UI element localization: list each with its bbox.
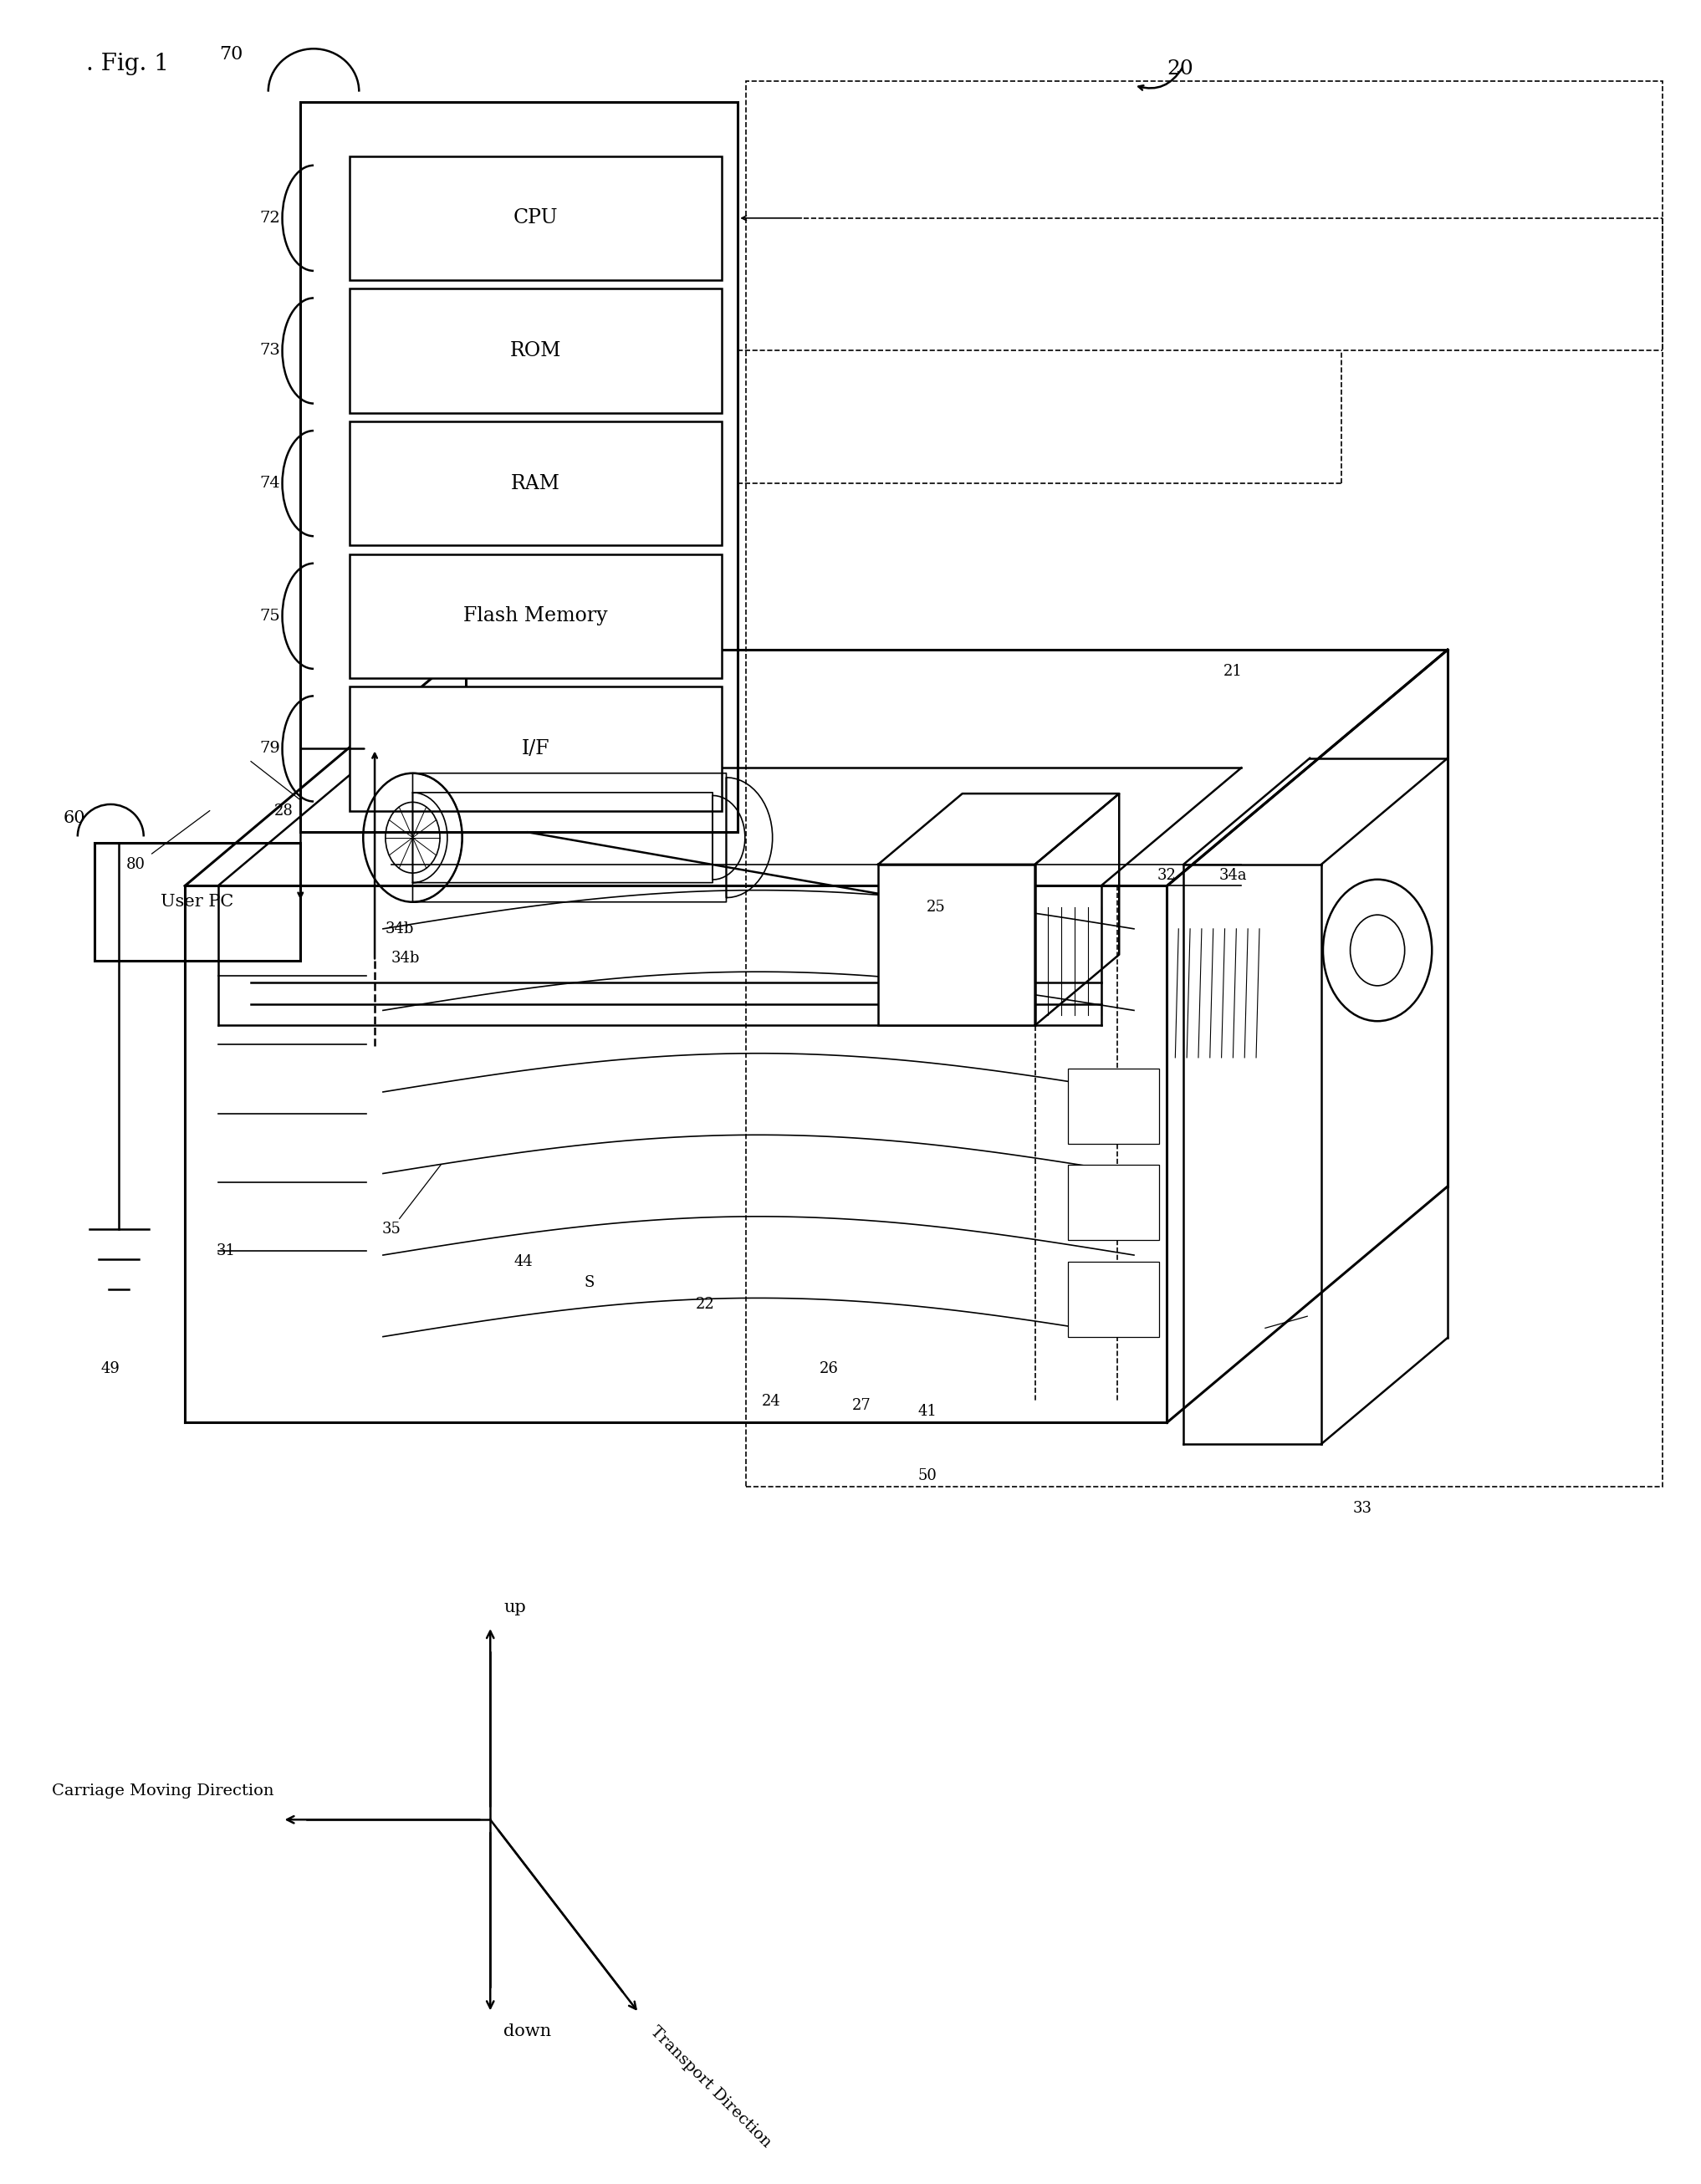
Bar — [1068, 1164, 1158, 1241]
Text: 32: 32 — [1157, 867, 1177, 882]
Text: 34b: 34b — [384, 922, 413, 937]
Text: S: S — [583, 1275, 594, 1291]
Text: 33: 33 — [1352, 1500, 1373, 1516]
Text: 73: 73 — [260, 343, 281, 358]
Text: 20: 20 — [1167, 59, 1194, 79]
Text: 41: 41 — [919, 1404, 937, 1420]
Text: 70: 70 — [219, 46, 243, 63]
Bar — [878, 865, 1034, 1026]
Text: 27: 27 — [852, 1398, 871, 1413]
Text: 79: 79 — [260, 740, 281, 756]
Text: 26: 26 — [820, 1361, 839, 1376]
Bar — [350, 288, 721, 413]
Text: 49: 49 — [100, 1361, 121, 1376]
Bar — [301, 103, 738, 832]
Bar — [350, 686, 721, 810]
Text: 50: 50 — [919, 1468, 937, 1483]
Text: 34b: 34b — [391, 950, 420, 965]
Text: ROM: ROM — [510, 341, 561, 360]
Text: 60: 60 — [63, 810, 85, 826]
Text: 24: 24 — [762, 1393, 781, 1409]
Text: 21: 21 — [1223, 664, 1243, 679]
Text: 31: 31 — [216, 1243, 236, 1258]
Text: 25: 25 — [927, 900, 946, 915]
Bar — [94, 843, 301, 961]
Text: 80: 80 — [126, 856, 145, 871]
Text: User PC: User PC — [162, 893, 233, 911]
Bar — [747, 81, 1662, 1487]
Text: CPU: CPU — [514, 207, 558, 227]
Text: 75: 75 — [260, 609, 281, 625]
Text: 35: 35 — [381, 1221, 401, 1236]
Text: Flash Memory: Flash Memory — [463, 607, 607, 625]
Text: 44: 44 — [514, 1254, 532, 1269]
Text: Carriage Moving Direction: Carriage Moving Direction — [53, 1782, 274, 1797]
Bar — [350, 155, 721, 280]
Text: 34a: 34a — [1220, 867, 1247, 882]
Bar — [350, 555, 721, 677]
Text: Transport Direction: Transport Direction — [646, 2025, 774, 2151]
Text: RAM: RAM — [510, 474, 560, 494]
Bar — [1068, 1068, 1158, 1144]
Text: . Fig. 1: . Fig. 1 — [85, 52, 168, 76]
Text: down: down — [503, 2025, 551, 2040]
Bar — [1068, 1262, 1158, 1337]
Text: up: up — [503, 1601, 526, 1616]
Bar — [350, 422, 721, 546]
Text: 74: 74 — [260, 476, 281, 491]
Text: 28: 28 — [274, 804, 294, 819]
Text: I/F: I/F — [522, 738, 549, 758]
Text: 22: 22 — [696, 1297, 714, 1313]
Text: 72: 72 — [260, 210, 281, 225]
